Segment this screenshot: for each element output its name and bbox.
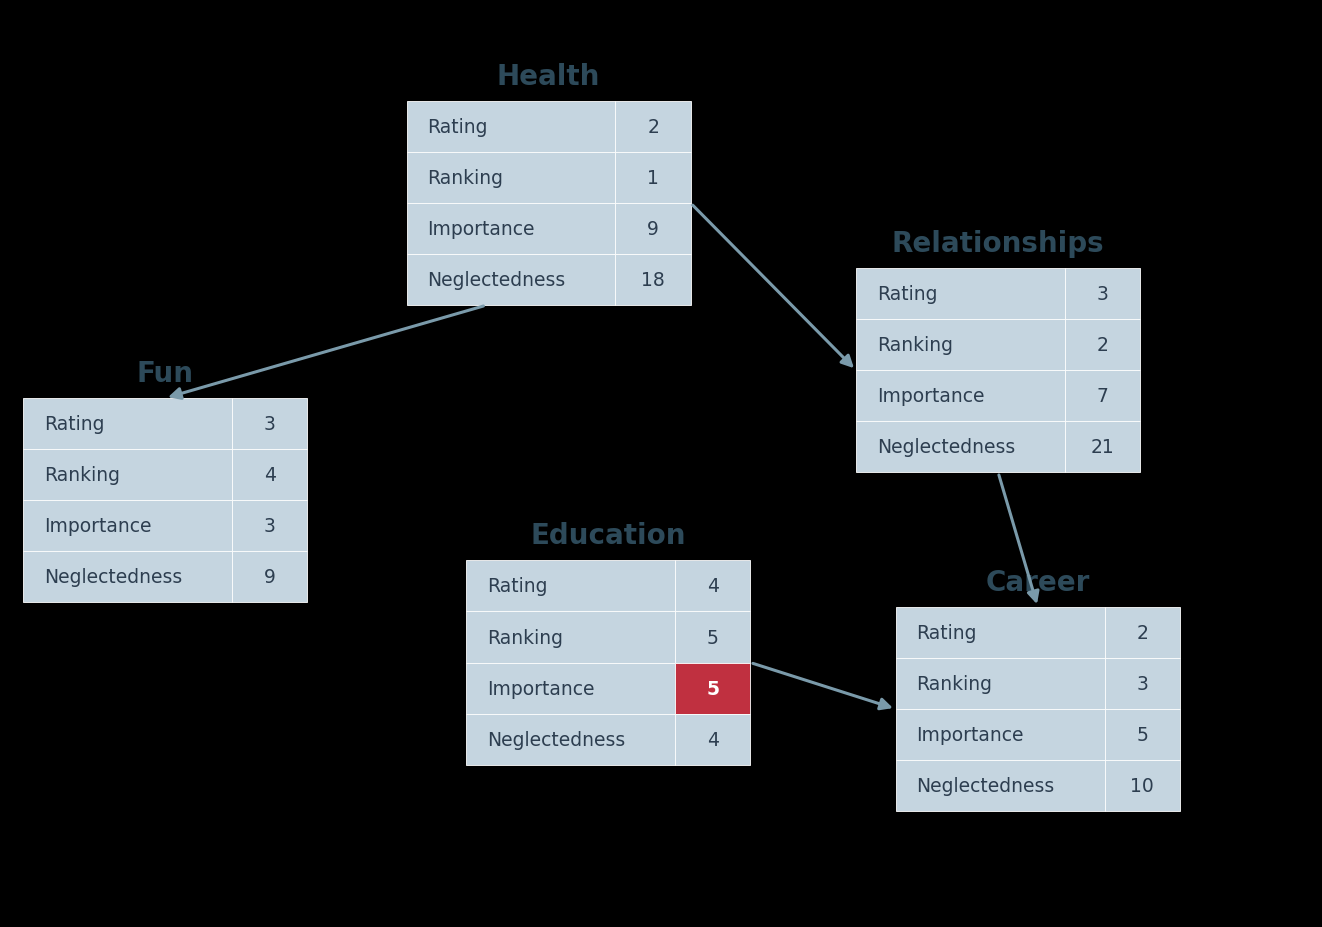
Text: Neglectedness: Neglectedness	[916, 776, 1055, 795]
Text: 2: 2	[648, 118, 660, 137]
Bar	[857, 371, 1066, 422]
Text: Relationships: Relationships	[892, 230, 1104, 258]
Bar	[1105, 658, 1179, 709]
Bar	[1066, 422, 1140, 473]
Text: 3: 3	[1137, 674, 1149, 693]
Text: Ranking: Ranking	[876, 336, 953, 355]
Text: 3: 3	[264, 414, 276, 434]
Text: Rating: Rating	[44, 414, 104, 434]
Text: Neglectedness: Neglectedness	[876, 438, 1015, 457]
Bar	[616, 255, 690, 306]
Text: Career: Career	[986, 568, 1089, 596]
Text: Ranking: Ranking	[44, 465, 120, 485]
Text: Fun: Fun	[136, 360, 194, 387]
Bar	[676, 663, 751, 714]
Text: Neglectedness: Neglectedness	[427, 271, 566, 290]
Bar	[467, 561, 676, 612]
Text: Education: Education	[530, 522, 686, 550]
Text: 4: 4	[706, 577, 719, 596]
Text: Rating: Rating	[486, 577, 547, 596]
Bar	[467, 612, 676, 663]
Bar	[676, 714, 751, 765]
Bar	[233, 501, 307, 552]
Bar	[1105, 760, 1179, 811]
Bar	[616, 204, 690, 255]
Bar	[857, 320, 1066, 371]
Text: Rating: Rating	[876, 285, 937, 304]
Text: 2: 2	[1097, 336, 1109, 355]
Text: 9: 9	[648, 220, 660, 239]
Bar	[233, 552, 307, 603]
Bar	[24, 501, 233, 552]
Text: 4: 4	[706, 730, 719, 749]
Bar	[1066, 320, 1140, 371]
Bar	[407, 255, 616, 306]
Bar	[857, 269, 1066, 320]
Text: Importance: Importance	[876, 387, 985, 406]
Text: 3: 3	[1097, 285, 1109, 304]
Text: 2: 2	[1137, 623, 1149, 642]
Bar	[407, 204, 616, 255]
Text: Importance: Importance	[44, 516, 152, 536]
Text: 5: 5	[707, 628, 719, 647]
Bar	[676, 612, 751, 663]
Bar	[24, 450, 233, 501]
Bar	[857, 422, 1066, 473]
Bar	[896, 709, 1105, 760]
Text: 3: 3	[264, 516, 276, 536]
Bar	[1066, 269, 1140, 320]
Bar	[467, 714, 676, 765]
Text: Importance: Importance	[916, 725, 1025, 744]
Bar	[407, 102, 616, 153]
Bar	[896, 607, 1105, 658]
Text: Importance: Importance	[427, 220, 535, 239]
Text: 7: 7	[1097, 387, 1109, 406]
Text: Ranking: Ranking	[916, 674, 993, 693]
Bar	[233, 399, 307, 450]
Text: Rating: Rating	[916, 623, 977, 642]
Bar	[616, 102, 690, 153]
Text: 9: 9	[264, 567, 276, 587]
Bar	[676, 561, 751, 612]
Text: 10: 10	[1130, 776, 1154, 795]
Bar	[24, 399, 233, 450]
Bar	[407, 153, 616, 204]
Text: Rating: Rating	[427, 118, 488, 137]
Bar	[1066, 371, 1140, 422]
Text: Neglectedness: Neglectedness	[486, 730, 625, 749]
Text: Neglectedness: Neglectedness	[44, 567, 182, 587]
Bar	[233, 450, 307, 501]
Bar	[467, 663, 676, 714]
Bar	[896, 760, 1105, 811]
Bar	[896, 658, 1105, 709]
Text: Importance: Importance	[486, 679, 595, 698]
Text: Ranking: Ranking	[486, 628, 563, 647]
Bar	[1105, 607, 1179, 658]
Text: 4: 4	[263, 465, 276, 485]
Text: 1: 1	[648, 169, 660, 188]
Text: Health: Health	[497, 63, 600, 91]
Bar	[24, 552, 233, 603]
Text: Ranking: Ranking	[427, 169, 504, 188]
Text: 21: 21	[1091, 438, 1114, 457]
Text: 18: 18	[641, 271, 665, 290]
Text: 5: 5	[1137, 725, 1149, 744]
Bar	[1105, 709, 1179, 760]
Text: 5: 5	[706, 679, 719, 698]
Bar	[616, 153, 690, 204]
